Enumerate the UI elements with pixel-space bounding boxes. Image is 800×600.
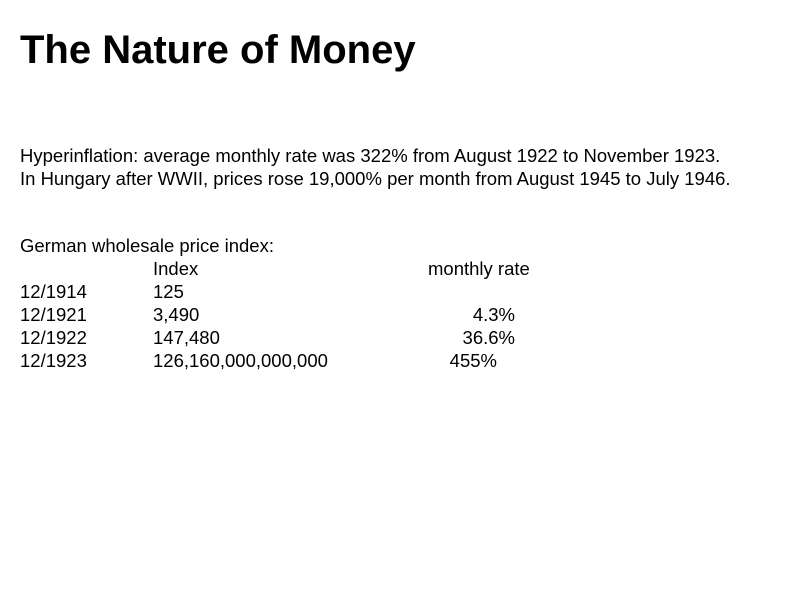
row-date: 12/1923 [20,350,87,371]
slide-title: The Nature of Money [20,28,416,72]
row-index-value: 125 [153,281,184,302]
price-index-heading: German wholesale price index: [20,235,274,256]
row-monthly-rate: 455% [449,350,497,371]
row-index-value: 3,490 [153,304,200,325]
row-index-value: 147,480 [153,327,220,348]
table-row: 12/1921 3,490 4.3% [0,303,800,326]
table-row: 12/1922 147,480 36.6% [0,326,800,349]
row-date: 12/1922 [20,327,87,348]
paragraph-line-hungary: In Hungary after WWII, prices rose 19,00… [20,168,731,189]
paragraph-line-germany: Hyperinflation: average monthly rate was… [20,145,721,166]
column-header-index: Index [153,258,199,279]
table-row: 12/1923 126,160,000,000,000 455% [0,349,800,372]
row-date: 12/1921 [20,304,87,325]
column-header-monthly-rate: monthly rate [428,258,530,279]
row-date: 12/1914 [20,281,87,302]
row-monthly-rate: 4.3% [472,304,515,325]
table-row: 12/1914 125 [0,280,800,303]
row-index-value: 126,160,000,000,000 [153,350,328,371]
row-monthly-rate: 36.6% [462,327,515,348]
hyperinflation-paragraph: Hyperinflation: average monthly rate was… [20,144,790,190]
